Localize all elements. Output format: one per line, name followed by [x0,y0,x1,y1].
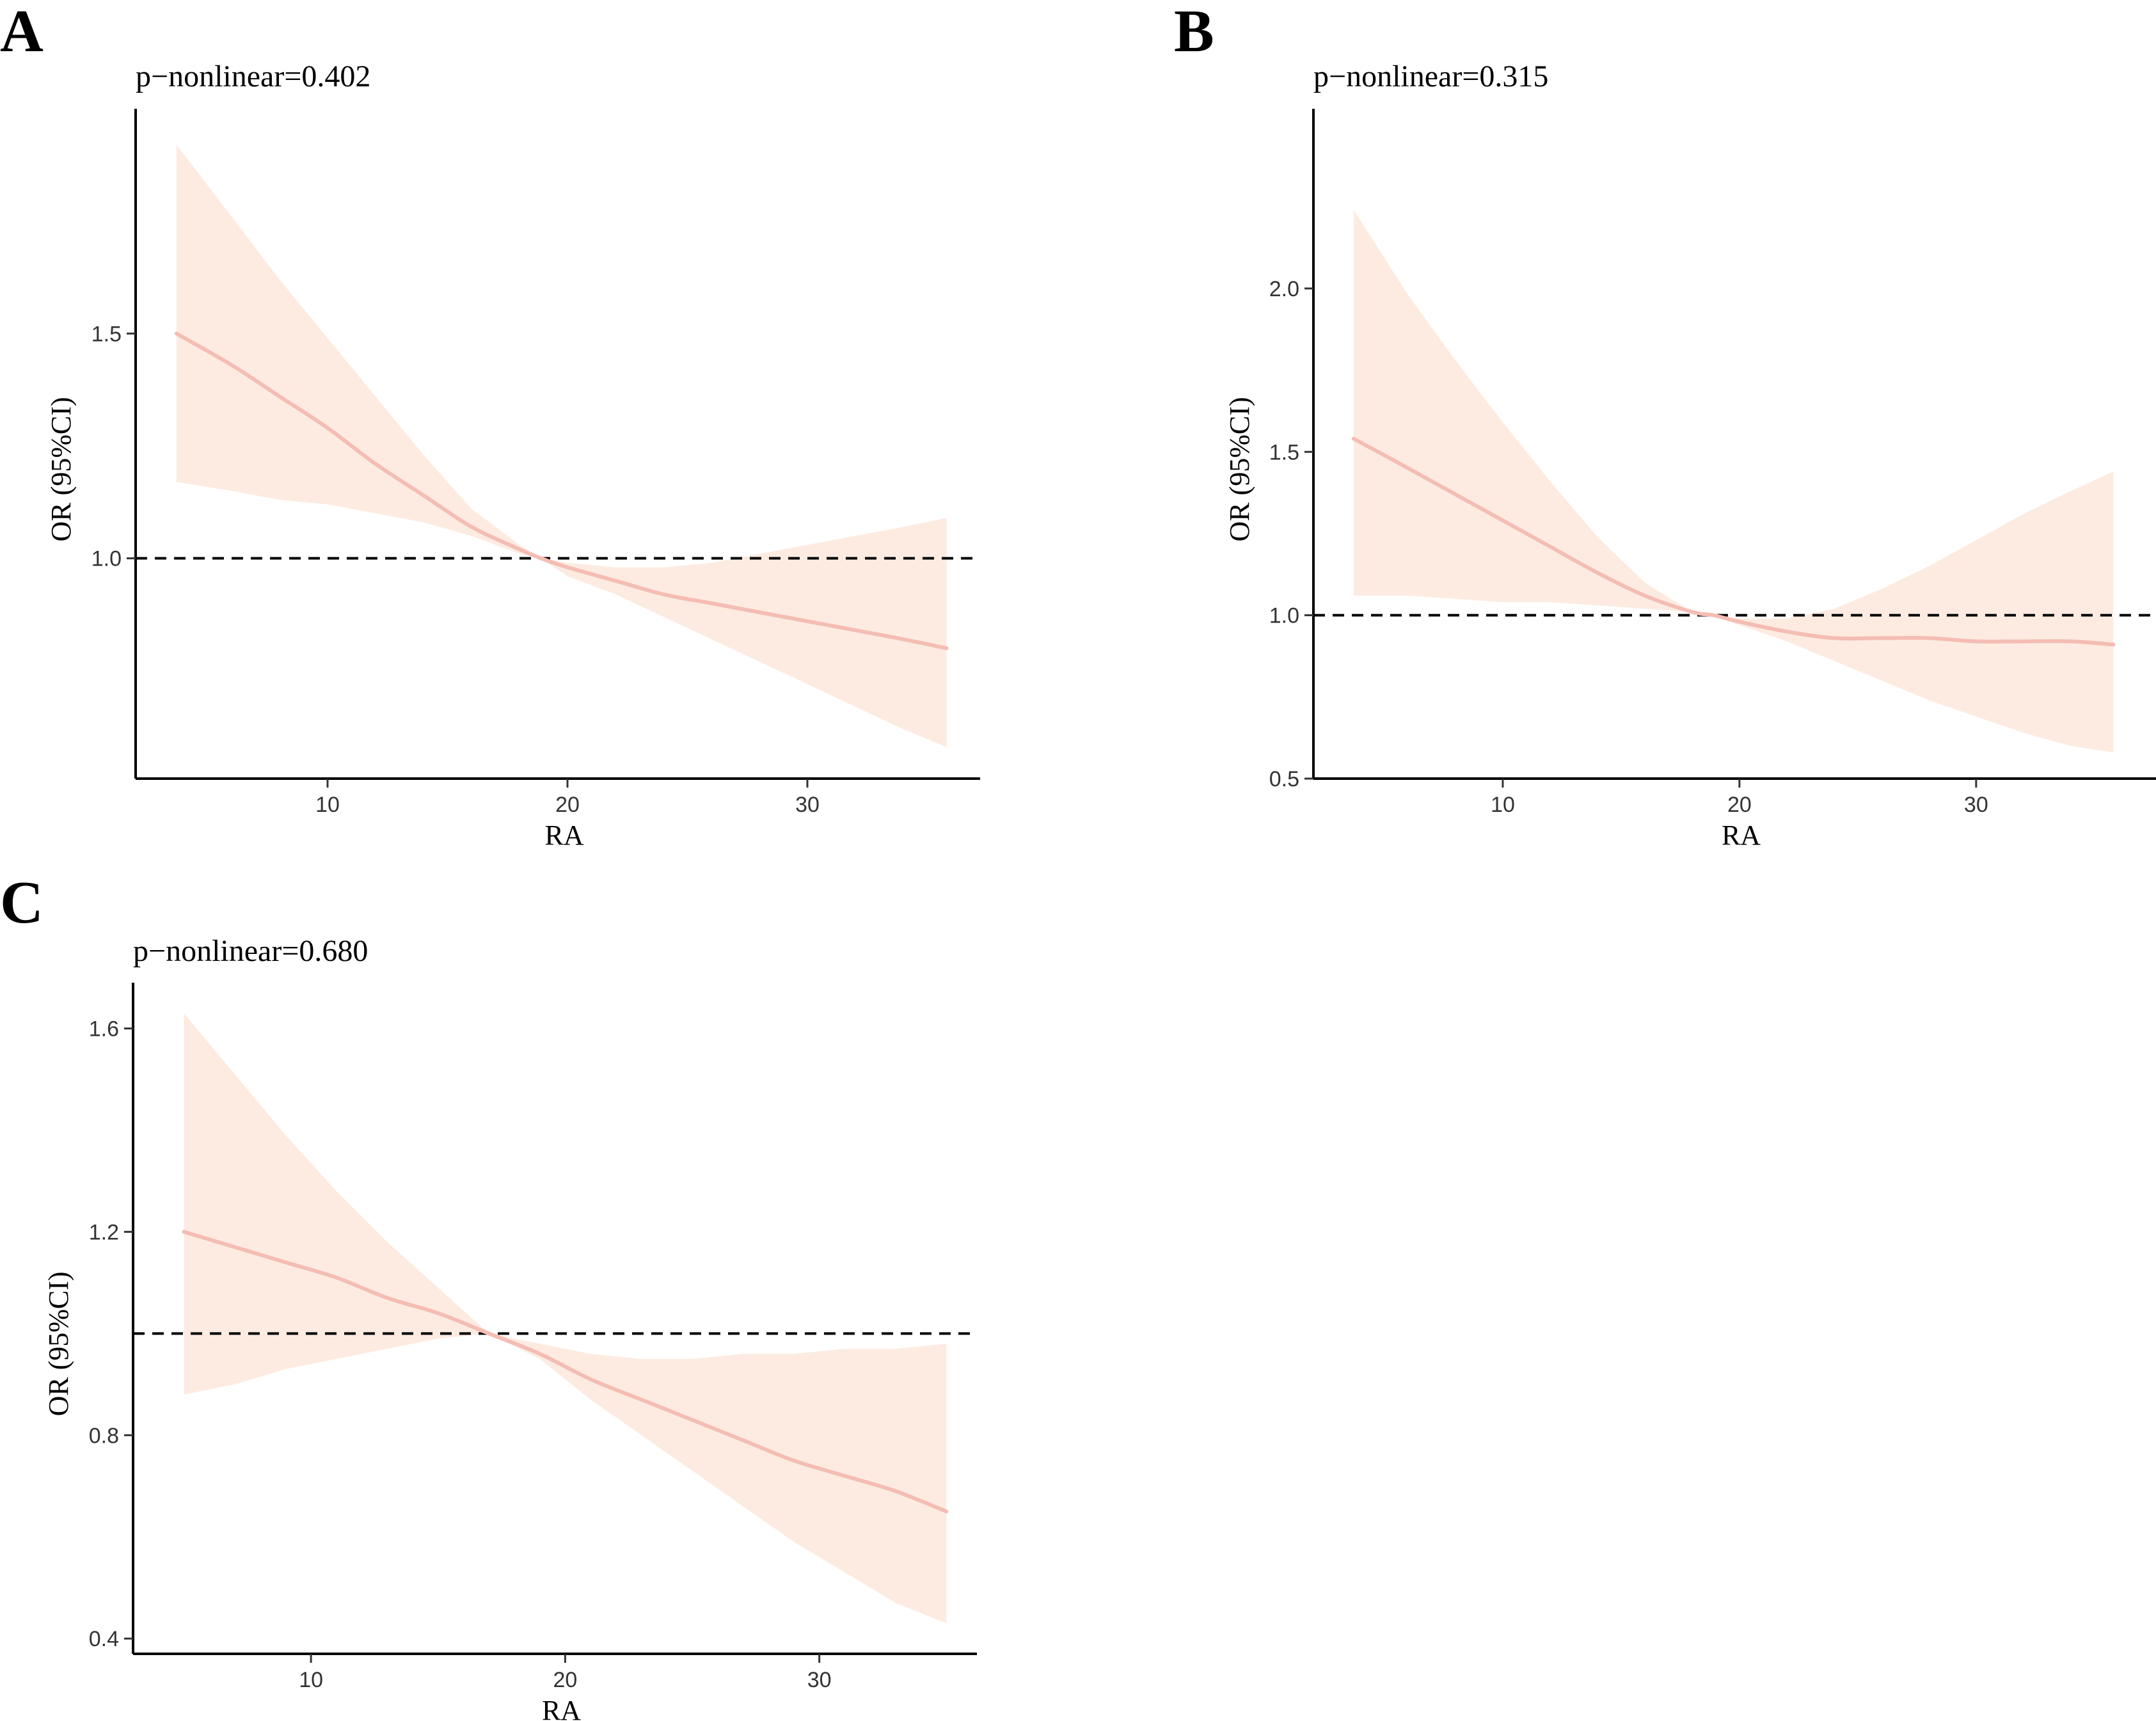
x-tick-label: 10 [1491,793,1515,817]
y-tick-label: 2.0 [1269,277,1299,301]
y-axis-title: OR (95%CI) [45,397,77,541]
p-nonlinear-annotation: p−nonlinear=0.315 [1313,59,1548,93]
x-axis-title: RA [542,1695,581,1721]
panel-letter: B [1174,0,1214,65]
or-curve [182,1230,949,1514]
confidence-band [176,145,947,747]
or-curve [1351,436,2116,647]
x-tick-label: 10 [315,793,340,817]
y-tick-label: 1.6 [89,1017,119,1042]
p-nonlinear-annotation: p−nonlinear=0.680 [133,934,368,968]
panel-letter: A [0,0,44,65]
x-axis-title: RA [1722,820,1761,851]
y-tick-label: 1.2 [89,1220,119,1244]
x-tick-label: 20 [553,1668,577,1692]
p-nonlinear-annotation: p−nonlinear=0.402 [136,59,370,93]
x-tick-label: 30 [795,793,820,817]
x-tick-label: 30 [1964,793,1988,817]
confidence-band [1353,210,2114,753]
y-tick-label: 0.8 [89,1424,119,1448]
x-tick-label: 20 [1727,793,1752,817]
x-tick-label: 10 [299,1668,323,1692]
y-tick-label: 0.4 [89,1627,119,1651]
y-axis-title: OR (95%CI) [43,1271,74,1416]
y-tick-label: 1.5 [1269,440,1299,464]
x-tick-label: 30 [807,1668,832,1692]
y-axis-title: OR (95%CI) [1224,397,1255,541]
or-curve [174,331,949,651]
panel-a: Ap−nonlinear=0.402 10 20 30 1.0 1.5 RA OR (95%C… [0,0,980,851]
y-tick-label: 0.5 [1269,767,1299,791]
x-tick-label: 20 [555,793,580,817]
panel-letter: C [0,869,44,936]
y-tick-label: 1.0 [1269,604,1299,628]
panel-c: Cp−nonlinear=0.680 10 20 30 0.4 0.8 1.2 1.6 RA OR… [0,869,977,1721]
panel-b: Bp−nonlinear=0.315 10 20 30 0.5 1.0 1.5 2.0 RA OR… [1174,0,2156,851]
x-axis-title: RA [544,820,583,851]
confidence-band [184,1013,947,1624]
y-tick-label: 1.0 [91,547,122,571]
y-tick-label: 1.5 [91,322,122,346]
